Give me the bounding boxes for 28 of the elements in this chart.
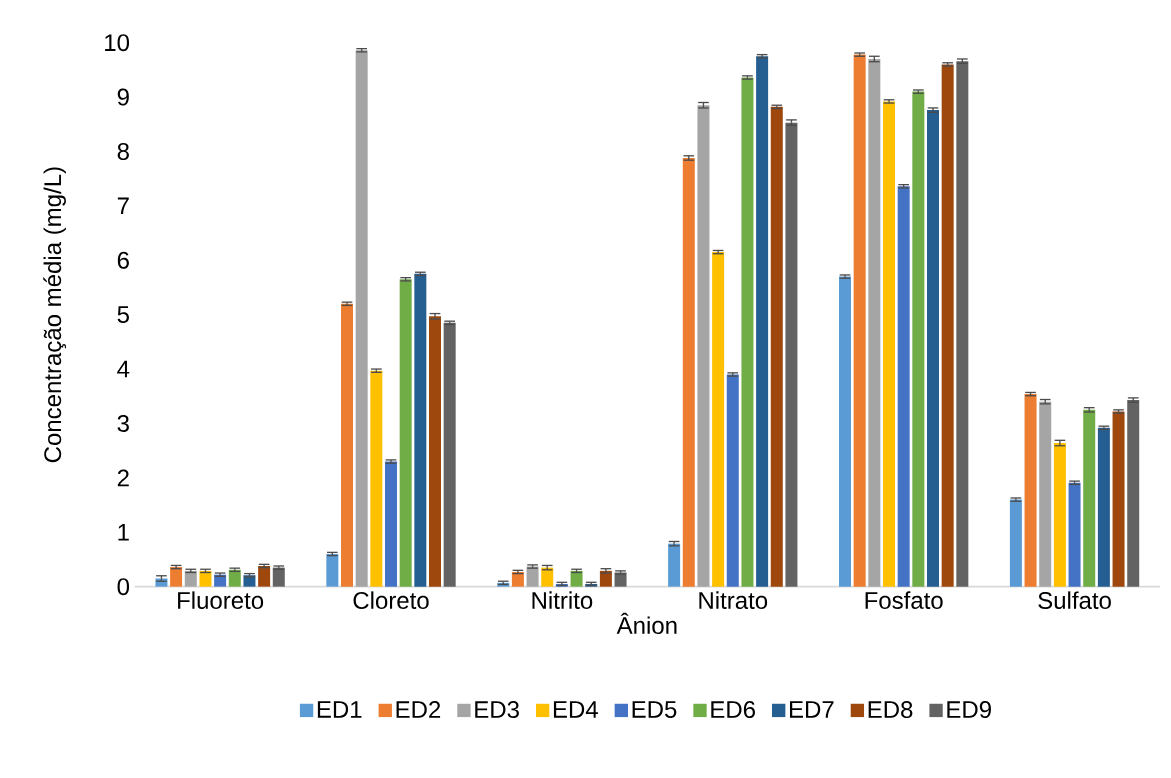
- x-tick-label: Fluoreto: [178, 591, 264, 609]
- y-tick-label: 2: [117, 469, 129, 487]
- y-tick-label: 5: [117, 306, 129, 324]
- y-tick-label: 6: [117, 251, 129, 269]
- legend-label: ED7: [789, 701, 834, 718]
- x-tick-label: Nitrato: [699, 591, 768, 609]
- legend-label: ED9: [947, 701, 991, 719]
- x-axis-title: Ânion: [616, 612, 677, 635]
- y-tick-label: 9: [117, 88, 129, 106]
- x-tick-label: Nitrito: [532, 591, 593, 609]
- legend-label: ED1: [317, 701, 362, 718]
- x-tick-label: Sulfato: [1038, 591, 1111, 609]
- legend-label: ED5: [632, 701, 677, 718]
- legend-label: ED3: [475, 701, 519, 719]
- y-tick-label: 1: [118, 523, 129, 541]
- y-tick-label: 10: [105, 34, 130, 52]
- y-axis-title: Concentração média (mg/L): [43, 167, 67, 463]
- legend-label: ED8: [868, 701, 913, 719]
- y-tick-label: 4: [117, 360, 130, 378]
- legend-label: ED6: [711, 701, 755, 719]
- x-tick-label: Cloreto: [353, 591, 429, 609]
- legend-label: ED2: [396, 701, 441, 718]
- y-tick-label: 8: [117, 142, 129, 160]
- y-tick-label: 0: [117, 578, 130, 596]
- legend-label: ED4: [553, 701, 598, 718]
- y-tick-label: 7: [117, 197, 129, 215]
- y-tick-label: 3: [117, 414, 129, 432]
- x-tick-label: Fosfato: [865, 591, 943, 609]
